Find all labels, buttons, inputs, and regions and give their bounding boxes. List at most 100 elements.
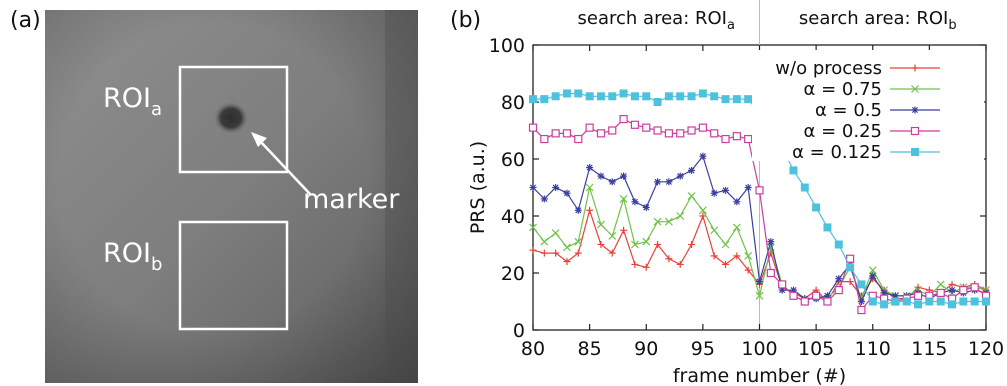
data-point xyxy=(630,92,639,101)
data-point xyxy=(721,134,730,144)
data-point-d2 xyxy=(948,287,956,294)
data-point xyxy=(710,189,718,197)
data-point-d2 xyxy=(597,220,605,229)
data-point-d2 xyxy=(643,204,650,211)
data-point xyxy=(552,249,560,257)
data-point xyxy=(552,184,560,191)
data-point xyxy=(846,254,855,263)
data-point xyxy=(608,92,617,101)
data-point xyxy=(722,260,730,268)
data-point xyxy=(540,249,548,257)
fluoroscopy-image-svg: ROIa marker ROIb xyxy=(45,10,418,383)
y-axis-label: PRS (a.u.) xyxy=(470,141,489,234)
data-point xyxy=(608,178,616,186)
data-point xyxy=(529,95,537,104)
data-point xyxy=(676,172,684,180)
data-point xyxy=(846,263,855,272)
data-point xyxy=(812,203,821,212)
data-point xyxy=(835,275,843,283)
data-point xyxy=(687,192,696,200)
data-point-d2 xyxy=(586,164,593,171)
data-point xyxy=(585,183,594,192)
data-point xyxy=(620,226,628,234)
data-point xyxy=(608,232,617,240)
data-point-d2 xyxy=(756,278,763,285)
region-label-sub: a xyxy=(727,18,735,33)
data-point-d2 xyxy=(654,178,661,185)
data-point xyxy=(574,249,582,257)
series-layer xyxy=(528,89,991,315)
data-point xyxy=(789,166,798,175)
data-point-d2 xyxy=(911,106,919,114)
data-point xyxy=(642,237,651,246)
data-point-d2 xyxy=(552,184,559,191)
data-point xyxy=(619,194,628,203)
data-point-d2 xyxy=(699,153,706,160)
data-point-d2 xyxy=(631,198,638,205)
data-point-d2 xyxy=(529,184,537,191)
data-point xyxy=(744,95,753,104)
data-point xyxy=(789,291,798,300)
region-label-base: search area: ROI xyxy=(799,8,948,29)
region-label: search area: ROIb xyxy=(799,8,957,33)
data-point xyxy=(868,297,877,306)
data-point xyxy=(744,266,752,274)
data-point xyxy=(911,85,919,93)
data-point xyxy=(676,212,685,220)
data-point-d2 xyxy=(619,194,628,203)
panel-b-label: (b) xyxy=(450,8,482,33)
data-point-d2 xyxy=(936,280,945,289)
data-point xyxy=(608,249,616,257)
data-point xyxy=(563,243,571,252)
panel-a-label: (a) xyxy=(10,8,41,33)
data-point xyxy=(911,64,919,72)
y-tick-label: 0 xyxy=(513,320,525,342)
data-point-d2 xyxy=(721,240,730,249)
data-point-d2 xyxy=(767,238,774,245)
image-vignette xyxy=(45,10,418,383)
data-point xyxy=(891,297,900,306)
data-point xyxy=(756,278,763,286)
marker-arrow-head xyxy=(251,132,267,147)
data-point xyxy=(653,98,662,106)
data-point-d2 xyxy=(574,237,583,246)
data-point xyxy=(800,297,809,306)
data-point xyxy=(948,300,957,309)
data-point-d2 xyxy=(540,237,549,246)
data-point xyxy=(619,114,628,124)
x-tick-label: 110 xyxy=(855,338,891,360)
data-point-d2 xyxy=(744,251,753,260)
data-point xyxy=(664,217,673,226)
data-point xyxy=(699,212,707,220)
image-dark-edge xyxy=(385,10,418,383)
data-point-d2 xyxy=(653,217,662,226)
data-point-d2 xyxy=(710,226,719,235)
data-point xyxy=(619,89,628,98)
legend-label: α = 0.5 xyxy=(815,100,882,121)
data-point xyxy=(744,251,753,260)
data-point xyxy=(676,92,685,101)
data-point-d2 xyxy=(868,266,877,275)
legend-label: α = 0.25 xyxy=(804,121,882,142)
data-point xyxy=(766,268,775,278)
data-point xyxy=(528,123,538,132)
x-tick-label: 115 xyxy=(911,338,947,360)
data-point xyxy=(902,297,911,306)
roi-b-box xyxy=(178,220,289,331)
data-point xyxy=(642,92,651,101)
data-point xyxy=(834,240,843,249)
data-point xyxy=(563,258,571,266)
data-point xyxy=(857,280,866,289)
data-point xyxy=(732,132,741,141)
data-point xyxy=(948,286,956,294)
data-point xyxy=(665,178,673,186)
legend-label: α = 0.125 xyxy=(792,142,882,163)
data-point xyxy=(970,283,979,292)
data-point xyxy=(562,89,571,98)
legend-label: α = 0.75 xyxy=(804,79,882,100)
region-label: search area: ROIa xyxy=(578,8,735,33)
data-point xyxy=(721,95,730,104)
x-axis-label: frame number (#) xyxy=(673,365,846,386)
data-point xyxy=(732,223,741,232)
prs-line-chart: 80 85 90 95 100 105 110 115 120 0 20 40 60 80 100 frame… xyxy=(470,0,1004,386)
